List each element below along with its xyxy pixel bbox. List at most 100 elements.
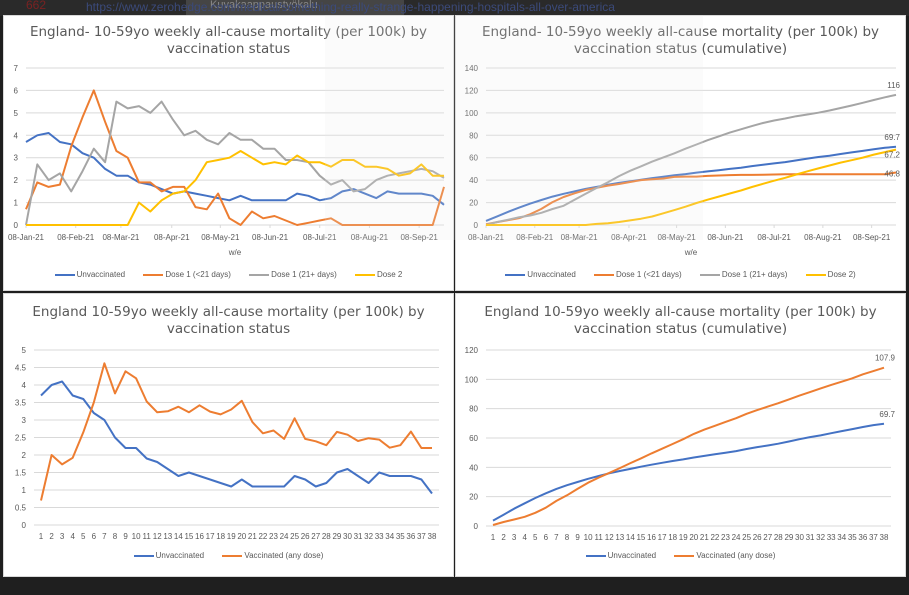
x-tick-label: 33 [375, 532, 384, 541]
series-line-dose-1-21-days [485, 93, 897, 226]
snipping-tool-label: Kuvakaappaustyökalu [210, 0, 318, 11]
x-tick-label: 17 [658, 533, 667, 542]
chart-title-line2: vaccination status [166, 41, 291, 57]
x-tick-label: 24 [280, 532, 289, 541]
x-tick-label: 25 [742, 533, 751, 542]
x-tick-label: 10 [584, 533, 593, 542]
x-tick-label: 08-Jun-21 [252, 233, 289, 242]
y-tick-label: 60 [469, 434, 478, 443]
y-tick-label: 1 [14, 199, 19, 208]
x-tick-label: 27 [763, 533, 772, 542]
x-tick-label: 25 [290, 532, 299, 541]
series-line-dose-2 [26, 150, 444, 226]
y-tick-label: 0 [22, 521, 27, 530]
chart-panel-weekly-vax-vs-unvax: England 10-59yo weekly all-cause mortali… [3, 293, 454, 577]
x-tick-label: 14 [174, 532, 183, 541]
x-tick-label: 37 [869, 533, 878, 542]
x-tick-label: 32 [816, 533, 825, 542]
x-tick-label: 31 [806, 533, 815, 542]
x-tick-label: 11 [595, 533, 604, 542]
y-tick-label: 5 [14, 109, 19, 118]
x-tick-label: 1 [39, 532, 44, 541]
x-tick-label: 2 [501, 533, 506, 542]
x-tick-label: 14 [626, 533, 635, 542]
chart-plot: 0 20 40 60 80 100 120 140 08-Jan-21 08-Feb-21 08-M… [465, 64, 901, 257]
chart-legend: Unvaccinated Vaccinated (any dose) [4, 551, 453, 560]
y-tick-label: 80 [469, 131, 478, 140]
x-tick-label: 32 [364, 532, 373, 541]
chart-title-line1: England- 10-59yo weekly all-cause mortal… [481, 24, 880, 40]
chart-plot: 0 1 2 3 4 5 6 7 08-Jan-21 08-Feb-21 08-Mar-21 08-Ap… [8, 64, 445, 257]
chart-panel-cumulative-vax-vs-unvax: England 10-59yo weekly all-cause mortali… [455, 293, 906, 577]
x-tick-label: 08-Jun-21 [707, 233, 744, 242]
x-tick-label: 34 [385, 532, 394, 541]
chart-legend: Unvaccinated Vaccinated (any dose) [456, 551, 905, 560]
y-tick-label: 0.5 [15, 504, 27, 513]
x-tick-label: 16 [195, 532, 204, 541]
y-tick-label: 6 [14, 86, 19, 95]
url-text[interactable]: https://www.zerohedge.com/medical/someth… [86, 0, 615, 14]
legend-item-dose1-21plus: Dose 1 (21+ days) [249, 270, 337, 279]
browser-top-bar: 662 Kuvakaappaustyökalu https://www.zero… [0, 0, 909, 16]
legend-item-dose1-lt21: Dose 1 (<21 days) [594, 270, 682, 279]
chart-title-line1: England 10-59yo weekly all-cause mortali… [484, 304, 877, 320]
x-tick-label: 5 [533, 533, 538, 542]
chart-title: England 10-59yo weekly all-cause mortali… [4, 304, 453, 338]
chart-panel-cumulative-by-dose: England- 10-59yo weekly all-cause mortal… [455, 15, 906, 291]
x-tick-label: 30 [343, 532, 352, 541]
x-tick-label: 30 [795, 533, 804, 542]
snipping-tool-ghost [186, 0, 404, 16]
chart-title-line1: England 10-59yo weekly all-cause mortali… [32, 304, 425, 320]
x-tick-label: 18 [668, 533, 677, 542]
x-tick-label: 15 [184, 532, 193, 541]
x-tick-label: 9 [123, 532, 128, 541]
x-tick-label: 28 [322, 532, 331, 541]
x-tick-label: 08-Sep-21 [853, 233, 891, 242]
x-tick-label: 21 [700, 533, 709, 542]
series-line-dose-1-21-days [485, 171, 897, 226]
x-tick-label: 13 [615, 533, 624, 542]
x-tick-label: 21 [248, 532, 257, 541]
notification-counter: 662 [26, 0, 47, 12]
x-tick-label: 22 [710, 533, 719, 542]
x-tick-label: 08-May-21 [657, 233, 696, 242]
series-line-unvaccinated [492, 422, 885, 522]
data-label: 46.8 [884, 170, 900, 179]
x-tick-label: 08-Apr-21 [154, 233, 190, 242]
y-tick-label: 140 [465, 64, 479, 73]
data-label: 67.2 [884, 151, 900, 160]
x-tick-label: 08-Jul-21 [757, 233, 791, 242]
legend-item-dose1-21plus: Dose 1 (21+ days) [699, 270, 787, 279]
y-tick-label: 120 [465, 346, 479, 355]
x-tick-label: 08-Mar-21 [561, 233, 598, 242]
x-tick-label: 33 [827, 533, 836, 542]
x-tick-label: 19 [679, 533, 688, 542]
y-tick-label: 5 [22, 346, 27, 355]
x-tick-label: 11 [143, 532, 152, 541]
y-tick-label: 120 [465, 86, 479, 95]
x-tick-label: 19 [227, 532, 236, 541]
x-tick-label: 8 [565, 533, 570, 542]
x-tick-label: 08-Sep-21 [400, 233, 438, 242]
x-tick-label: 3 [512, 533, 517, 542]
x-tick-label: 26 [753, 533, 762, 542]
y-tick-label: 2.5 [15, 434, 27, 443]
x-tick-label: 08-Aug-21 [351, 233, 389, 242]
x-tick-label: 5 [81, 532, 86, 541]
x-tick-label: 16 [647, 533, 656, 542]
series-line-dose-1-21-days [25, 100, 445, 226]
y-tick-label: 20 [469, 199, 478, 208]
chart-legend: Unvaccinated Dose 1 (<21 days) Dose 1 (2… [456, 270, 905, 279]
x-axis-label: w/e [228, 248, 242, 257]
x-tick-label: 37 [417, 532, 426, 541]
series-line-unvaccinated [40, 380, 433, 495]
chart-title-line2: vaccination status (cumulative) [573, 41, 788, 57]
x-tick-label: 28 [774, 533, 783, 542]
x-tick-label: 23 [721, 533, 730, 542]
x-tick-label: 1 [491, 533, 496, 542]
x-tick-label: 3 [60, 532, 65, 541]
data-label: 69.7 [884, 133, 900, 142]
x-tick-label: 12 [605, 533, 614, 542]
y-tick-label: 3 [14, 154, 19, 163]
series-line-unvaccinated [25, 132, 445, 206]
